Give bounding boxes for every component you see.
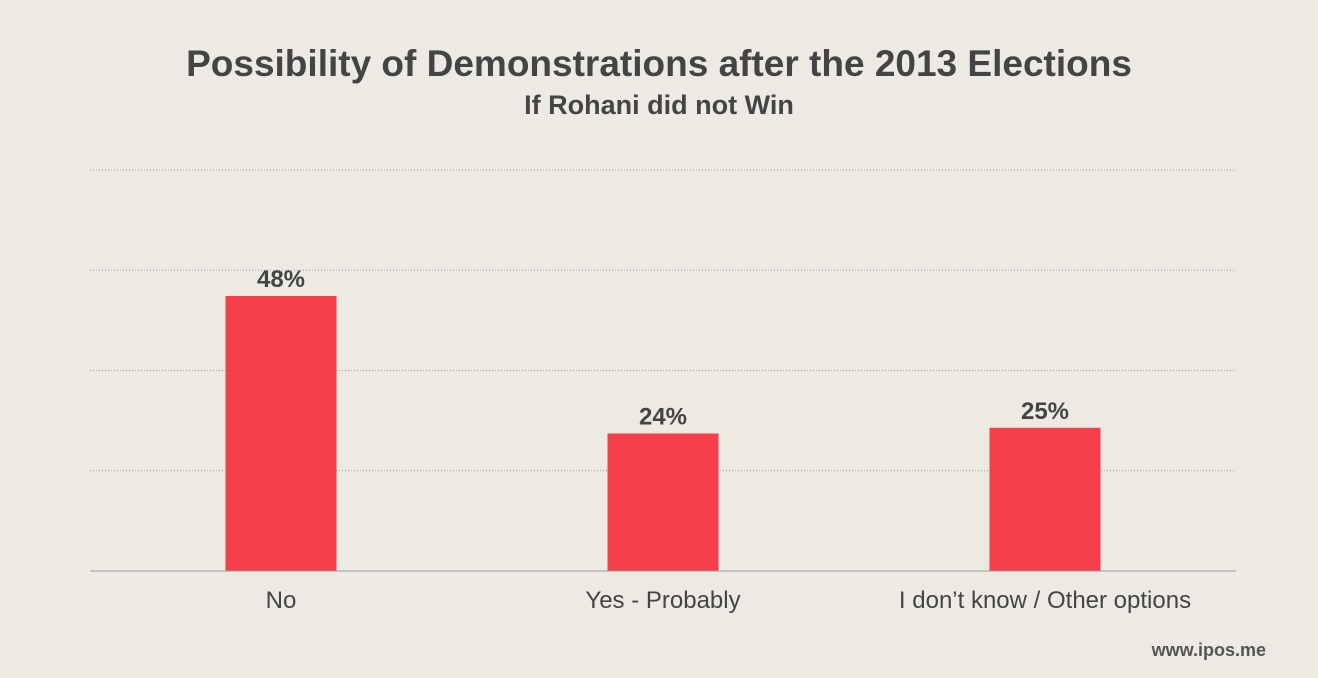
bar xyxy=(607,433,719,571)
bar-value-label: 48% xyxy=(257,266,305,293)
x-tick-label: No xyxy=(266,587,297,614)
chart-title: Possibility of Demonstrations after the … xyxy=(186,43,1132,84)
x-tick-label: Yes - Probably xyxy=(585,587,740,614)
source-watermark: www.ipos.me xyxy=(1151,640,1266,660)
x-tick-label: I don’t know / Other options xyxy=(899,587,1191,614)
category-labels: No Yes - Probably I don’t know / Other opt… xyxy=(266,587,1191,614)
bar-value-label: 25% xyxy=(1021,398,1069,425)
chart-subtitle: If Rohani did not Win xyxy=(524,90,794,120)
value-labels: 48% 24% 25% xyxy=(257,266,1069,430)
bar xyxy=(989,427,1101,571)
bar-value-label: 24% xyxy=(639,404,687,431)
bars xyxy=(225,296,1101,571)
bar xyxy=(225,296,337,571)
